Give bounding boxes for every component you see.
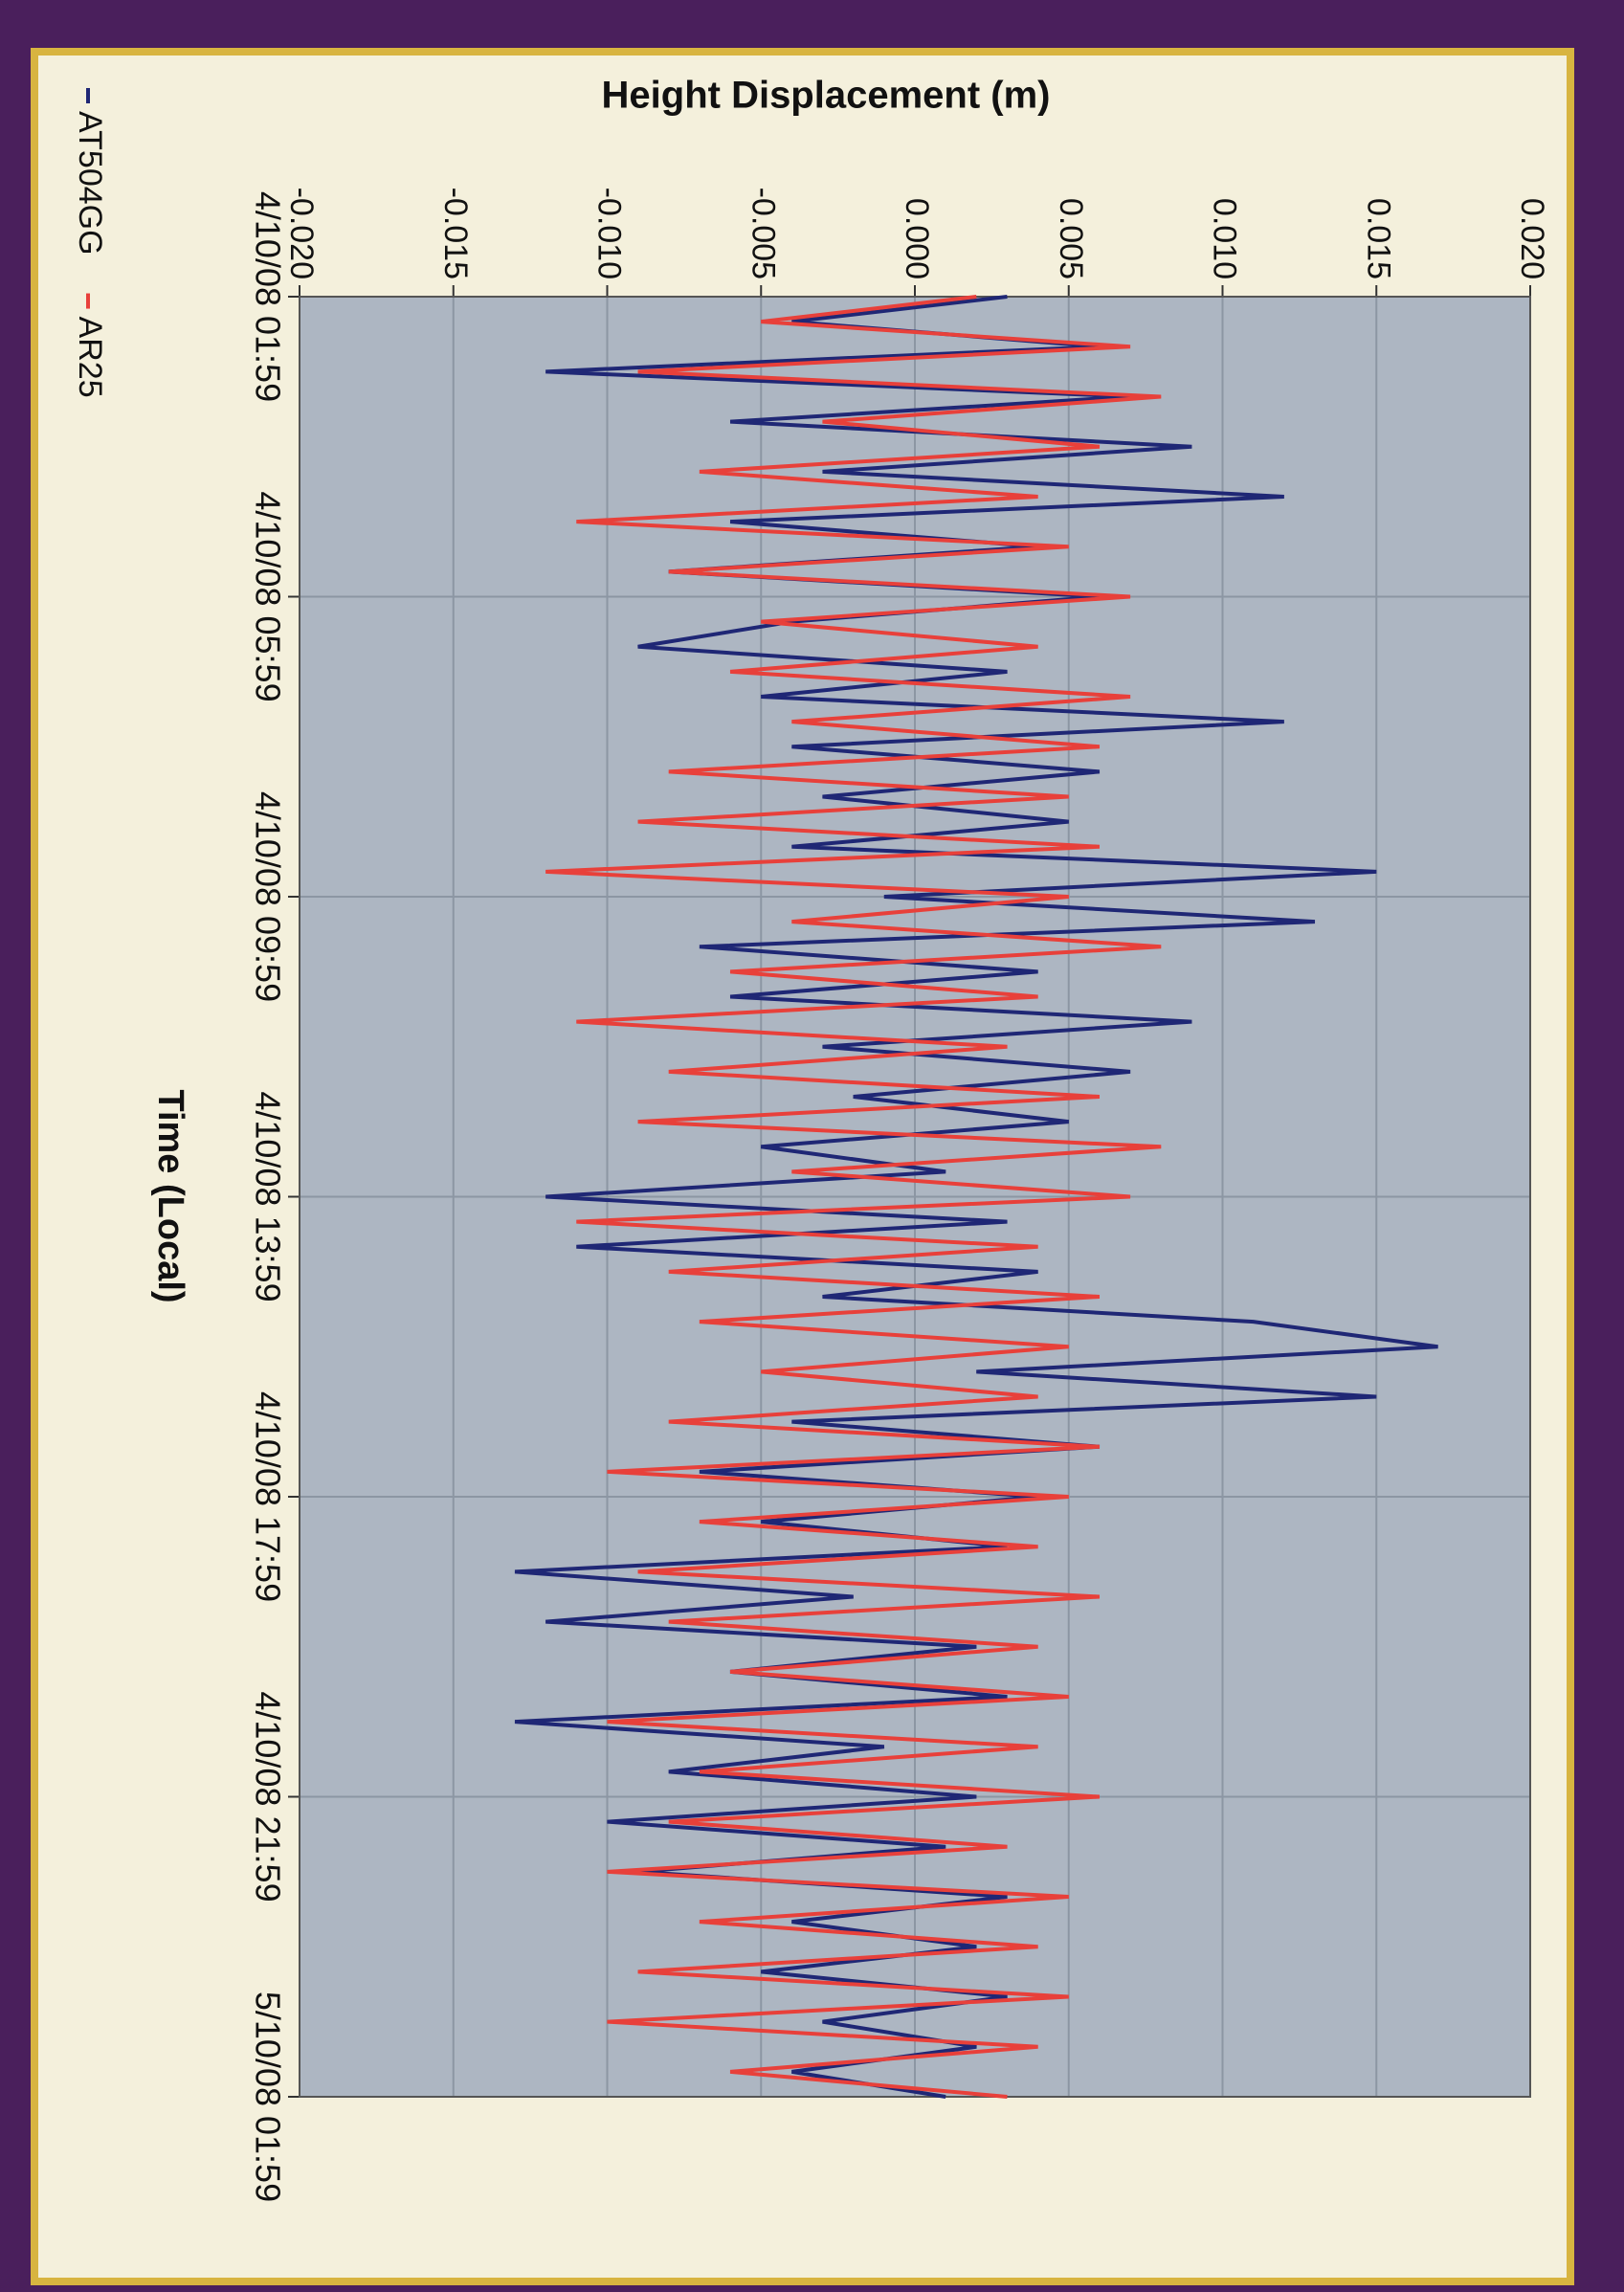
y-tick-label: -0.005 xyxy=(745,188,781,279)
legend-label: AR25 xyxy=(72,317,108,398)
y-tick-label: 0.000 xyxy=(899,198,935,279)
x-tick-label: 5/10/08 01:59 xyxy=(248,1992,287,2202)
x-axis-title: Time (Local) xyxy=(150,1089,190,1302)
y-axis-title: Height Displacement (m) xyxy=(602,75,1051,117)
x-tick-label: 4/10/08 13:59 xyxy=(248,1091,287,1302)
x-tick-label: 4/10/08 05:59 xyxy=(248,491,287,701)
y-tick-label: -0.015 xyxy=(437,188,474,279)
y-tick-label: -0.020 xyxy=(283,188,320,279)
x-tick-label: 4/10/08 21:59 xyxy=(248,1691,287,1902)
x-tick-label: 4/10/08 09:59 xyxy=(248,791,287,1002)
y-tick-label: 0.005 xyxy=(1053,198,1089,279)
y-tick-label: -0.010 xyxy=(591,188,628,279)
y-tick-label: 0.010 xyxy=(1207,198,1243,279)
x-tick-label: 4/10/08 01:59 xyxy=(248,191,287,402)
chart: Height Displacement (m) Time (Local) -0.… xyxy=(0,0,1624,2292)
x-tick-label: 4/10/08 17:59 xyxy=(248,1391,287,1602)
page: Height Displacement (m) Time (Local) -0.… xyxy=(0,0,1624,2292)
y-tick-label: 0.015 xyxy=(1360,198,1396,279)
y-tick-label: 0.020 xyxy=(1514,198,1550,279)
legend-label: AT504GG xyxy=(72,111,108,256)
